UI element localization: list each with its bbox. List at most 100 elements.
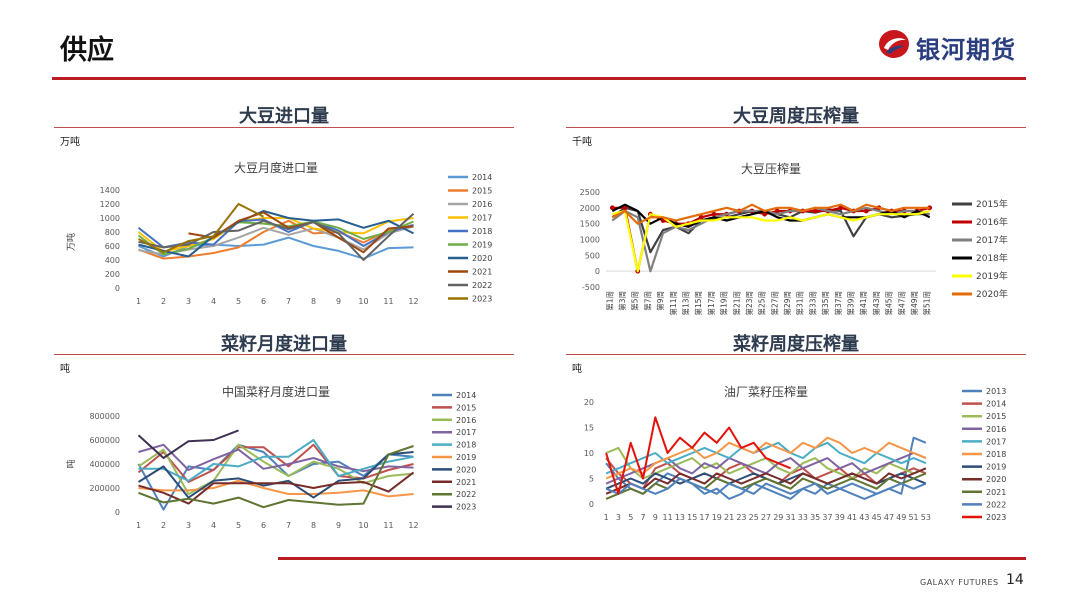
x-tick-label: 第1周	[604, 291, 614, 311]
series-line-2023	[137, 429, 239, 459]
y-tick-label: 200000	[89, 484, 120, 493]
legend-label: 2016	[456, 416, 476, 425]
x-tick-label: 第19周	[719, 291, 729, 316]
series-line-2017	[605, 441, 927, 475]
y-tick-label: 0	[595, 267, 600, 276]
legend-label: 2023	[986, 513, 1006, 522]
x-tick-label: 7	[640, 513, 645, 522]
y-tick-label: 400	[105, 256, 120, 265]
series-line-2016	[137, 443, 414, 495]
y-tick-label: 800000	[89, 412, 120, 421]
x-tick-label: 27	[761, 513, 771, 522]
x-tick-label: 第9周	[655, 291, 665, 311]
brand-name: 银河期货	[916, 36, 1016, 64]
logo-mark-icon	[879, 30, 909, 58]
x-tick-label: 47	[884, 513, 894, 522]
x-tick-label: 5	[236, 521, 241, 530]
y-tick-label: 1000	[100, 214, 120, 223]
x-tick-label: 9	[653, 513, 658, 522]
x-tick-label: 25	[749, 513, 759, 522]
series-line-2017	[138, 443, 414, 473]
legend-label: 2021	[986, 488, 1006, 497]
x-tick-label: 第49周	[909, 291, 919, 316]
x-tick-label: 1	[604, 513, 609, 522]
series-line-2014	[137, 443, 414, 511]
panel-unit: 万吨	[60, 137, 80, 148]
x-tick-label: 9	[336, 521, 341, 530]
legend-label: 2017	[472, 214, 492, 223]
x-tick-label: 21	[724, 513, 734, 522]
data-point	[609, 205, 615, 211]
panel-heading-rule	[566, 354, 1026, 355]
data-point	[813, 208, 818, 214]
panel-heading-soy-import: 大豆进口量	[239, 106, 329, 127]
x-tick-label: 4	[211, 521, 216, 530]
legend-label: 2022	[986, 500, 1006, 509]
x-tick-label: 8	[311, 297, 316, 306]
legend-label: 2019	[472, 241, 492, 250]
panel-heading-rapeseed-import: 菜籽月度进口量	[221, 334, 347, 355]
legend-label: 2017年	[976, 234, 1008, 246]
x-tick-label: 10	[358, 297, 368, 306]
x-tick-label: 第25周	[757, 291, 767, 316]
data-point	[774, 208, 780, 214]
series-line-2018	[605, 436, 927, 480]
y-tick-label: 1400	[100, 186, 120, 195]
x-tick-label: 5	[628, 513, 633, 522]
x-tick-label: 第47周	[896, 291, 906, 316]
x-tick-label: 17	[699, 513, 709, 522]
series-line-2020	[138, 210, 414, 258]
legend-label: 2021	[456, 478, 476, 487]
chart-title: 大豆月度进口量	[234, 160, 318, 175]
panel-heading-rule	[54, 127, 514, 128]
y-tick-label: 500	[585, 251, 600, 260]
series-line-2021	[605, 472, 927, 500]
x-tick-label: 12	[408, 297, 418, 306]
series-line-2021	[138, 471, 415, 505]
x-tick-label: 1	[136, 297, 141, 306]
x-tick-label: 第29周	[782, 291, 792, 316]
legend-label: 2020	[472, 254, 492, 263]
x-tick-label: 第23周	[744, 291, 754, 316]
x-tick-label: 6	[261, 521, 266, 530]
series-line-2019	[138, 479, 414, 498]
x-tick-label: 第13周	[681, 291, 691, 316]
x-tick-label: 39	[835, 513, 845, 522]
panel-unit: 吨	[572, 364, 582, 375]
legend-label: 2018	[472, 227, 492, 236]
legend-label: 2018	[986, 450, 1006, 459]
chart-title: 中国菜籽月度进口量	[222, 384, 330, 399]
x-tick-label: 8	[311, 521, 316, 530]
legend-label: 2021	[472, 268, 492, 277]
x-tick-label: 6	[261, 297, 266, 306]
x-tick-label: 第45周	[884, 291, 894, 316]
x-tick-label: 12	[408, 521, 418, 530]
legend-label: 2017	[456, 428, 476, 437]
series-line-2017	[137, 217, 414, 253]
data-point	[838, 205, 844, 211]
x-tick-label: 第51周	[922, 291, 932, 316]
x-tick-label: 37	[822, 513, 832, 522]
y-tick-label: 400000	[89, 460, 120, 469]
page-number: 14	[1006, 572, 1024, 588]
series-line-2020	[605, 467, 927, 495]
legend-label: 2016	[472, 200, 492, 209]
x-tick-label: 29	[773, 513, 783, 522]
x-tick-label: 9	[336, 297, 341, 306]
y-tick-label: 600000	[89, 436, 120, 445]
chart-title: 油厂菜籽压榨量	[724, 384, 808, 399]
soy-crush-chart: 大豆压榨量 -500 0 500 1000 1500 2000 2500 第1周 第3周 第5周 第7…	[580, 161, 1008, 316]
chart-title: 大豆压榨量	[741, 161, 801, 176]
x-tick-label: 第41周	[858, 291, 868, 316]
x-tick-label: 13	[675, 513, 685, 522]
legend-label: 2022	[472, 281, 492, 290]
panel-heading-rapeseed-crush: 菜籽周度压榨量	[733, 334, 859, 355]
x-tick-label: 33	[798, 513, 808, 522]
legend-label: 2019	[986, 463, 1006, 472]
header-rule	[52, 77, 1026, 80]
x-tick-label: 第43周	[871, 291, 881, 316]
legend-label: 2015	[472, 187, 492, 196]
y-tick-label: 5	[589, 475, 594, 484]
x-tick-label: 11	[663, 513, 673, 522]
